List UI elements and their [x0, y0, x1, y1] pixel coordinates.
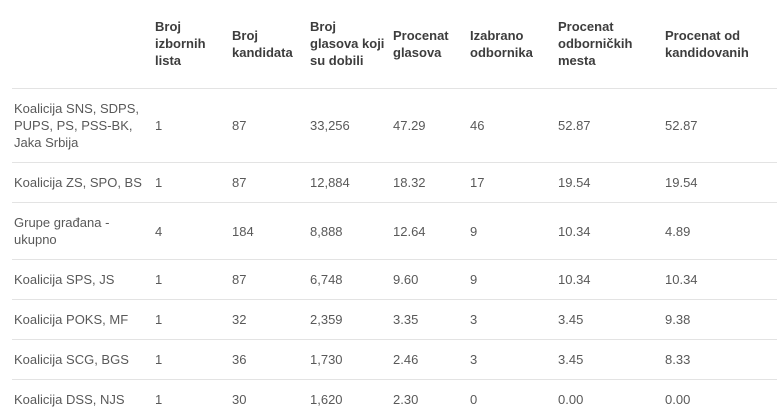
election-results-table: Broj izbornih lista Broj kandidata Broj … — [12, 0, 777, 419]
cell-broj-kandidata: 87 — [232, 175, 247, 190]
table-row: Koalicija SPS, JS 1 87 6,748 9.60 9 10.3… — [12, 259, 777, 300]
cell-procenat-glasova: 18.32 — [393, 175, 426, 190]
header-cell-broj-izbornih-lista: Broj izbornih lista — [155, 19, 206, 68]
row-label: Koalicija SCG, BGS — [14, 352, 129, 367]
cell-broj-izbornih-lista: 1 — [155, 272, 163, 287]
cell-procenat-odbornickih-mesta: 19.54 — [558, 175, 591, 190]
cell-broj-kandidata: 87 — [232, 118, 247, 133]
header-cell-procenat-odbornickih-mesta: Procenat odborničkih mesta — [558, 19, 633, 68]
cell-procenat-od-kandidovanih: 19.54 — [665, 175, 698, 190]
cell-procenat-od-kandidovanih: 9.38 — [665, 312, 691, 327]
cell-izabrano-odbornika: 17 — [470, 175, 485, 190]
cell-procenat-od-kandidovanih: 0.00 — [665, 392, 691, 407]
table-row: Koalicija POKS, MF 1 32 2,359 3.35 3 3.4… — [12, 299, 777, 340]
header-cell-broj-glasova: Broj glasova koji su dobili — [310, 19, 385, 68]
cell-broj-kandidata: 36 — [232, 352, 247, 367]
header-cell-izabrano-odbornika: Izabrano odbornika — [470, 27, 533, 60]
cell-broj-izbornih-lista: 1 — [155, 175, 163, 190]
cell-procenat-odbornickih-mesta: 3.45 — [558, 352, 584, 367]
cell-procenat-odbornickih-mesta: 10.34 — [558, 223, 591, 239]
cell-procenat-glasova: 2.30 — [393, 392, 419, 407]
cell-izabrano-odbornika: 9 — [470, 272, 478, 287]
row-label: Koalicija POKS, MF — [14, 312, 129, 327]
cell-izabrano-odbornika: 46 — [470, 118, 485, 133]
header-row: Broj izbornih lista Broj kandidata Broj … — [12, 0, 777, 89]
table-row: Koalicija SNS, SDPS, PUPS, PS, PSS-BK, J… — [12, 88, 777, 163]
cell-procenat-od-kandidovanih: 10.34 — [665, 272, 698, 287]
cell-broj-izbornih-lista: 1 — [155, 392, 163, 407]
cell-procenat-od-kandidovanih: 8.33 — [665, 352, 691, 367]
table-row: Koalicija SCG, BGS 1 36 1,730 2.46 3 3.4… — [12, 339, 777, 380]
header-cell-broj-kandidata: Broj kandidata — [232, 27, 293, 60]
cell-procenat-glasova: 3.35 — [393, 312, 419, 327]
cell-broj-izbornih-lista: 1 — [155, 352, 163, 367]
cell-procenat-glasova: 47.29 — [393, 118, 426, 133]
cell-izabrano-odbornika: 3 — [470, 312, 478, 327]
cell-broj-glasova: 8,888 — [310, 223, 343, 239]
cell-izabrano-odbornika: 0 — [470, 392, 478, 407]
cell-broj-izbornih-lista: 4 — [155, 223, 163, 239]
cell-broj-kandidata: 184 — [232, 223, 254, 239]
row-label: Koalicija DSS, NJS — [14, 392, 125, 407]
row-label: Koalicija ZS, SPO, BS — [14, 175, 142, 190]
cell-procenat-glasova: 12.64 — [393, 223, 426, 239]
cell-procenat-odbornickih-mesta: 52.87 — [558, 118, 591, 133]
table-row: Koalicija DSS, NJS 1 30 1,620 2.30 0 0.0… — [12, 379, 777, 420]
cell-procenat-od-kandidovanih: 4.89 — [665, 223, 691, 239]
table-row: Koalicija ZS, SPO, BS 1 87 12,884 18.32 … — [12, 162, 777, 203]
row-label: Koalicija SNS, SDPS, PUPS, PS, PSS-BK, J… — [14, 101, 139, 150]
row-label: Grupe građana - ukupno — [14, 215, 110, 247]
cell-broj-kandidata: 87 — [232, 272, 247, 287]
cell-broj-glasova: 1,620 — [310, 392, 343, 407]
cell-procenat-odbornickih-mesta: 10.34 — [558, 272, 591, 287]
header-cell-blank — [12, 0, 155, 89]
cell-broj-kandidata: 30 — [232, 392, 247, 407]
cell-broj-izbornih-lista: 1 — [155, 312, 163, 327]
cell-procenat-odbornickih-mesta: 0.00 — [558, 392, 584, 407]
cell-broj-glasova: 1,730 — [310, 352, 343, 367]
cell-izabrano-odbornika: 3 — [470, 352, 478, 367]
header-cell-procenat-od-kandidovanih: Procenat od kandidovanih — [665, 27, 749, 60]
row-label: Koalicija SPS, JS — [14, 272, 115, 287]
cell-broj-glasova: 2,359 — [310, 312, 343, 327]
cell-procenat-glasova: 9.60 — [393, 272, 419, 287]
cell-procenat-od-kandidovanih: 52.87 — [665, 118, 698, 133]
cell-broj-kandidata: 32 — [232, 312, 247, 327]
cell-broj-izbornih-lista: 1 — [155, 118, 163, 133]
cell-izabrano-odbornika: 9 — [470, 223, 478, 239]
table-row: Grupe građana - ukupno 4 184 8,888 12.64… — [12, 202, 777, 260]
cell-broj-glasova: 33,256 — [310, 118, 350, 133]
header-cell-procenat-glasova: Procenat glasova — [393, 27, 449, 60]
cell-procenat-glasova: 2.46 — [393, 352, 419, 367]
cell-procenat-odbornickih-mesta: 3.45 — [558, 312, 584, 327]
cell-broj-glasova: 12,884 — [310, 175, 350, 190]
cell-broj-glasova: 6,748 — [310, 272, 343, 287]
